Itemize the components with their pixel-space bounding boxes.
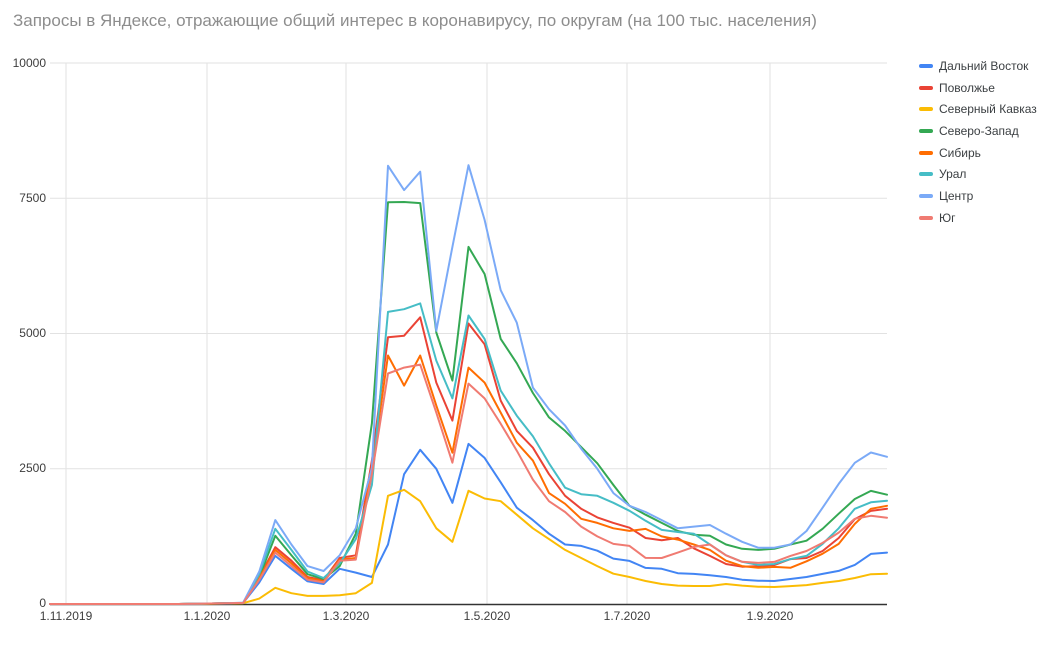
legend-item-povolzhye[interactable]: Поволжье xyxy=(919,80,995,96)
x-axis-tick-1-11-2019: 1.11.2019 xyxy=(39,609,93,623)
x-axis-tick-1-9-2020: 1.9.2020 xyxy=(746,609,794,623)
legend-item-sibir[interactable]: Сибирь xyxy=(919,145,981,161)
legend-swatch-icon xyxy=(919,107,933,111)
legend-item-dalniy-vostok[interactable]: Дальний Восток xyxy=(919,58,1028,74)
x-axis-tick-1-5-2020: 1.5.2020 xyxy=(463,609,511,623)
y-axis-tick-2500: 2500 xyxy=(19,461,46,475)
y-axis-tick-0: 0 xyxy=(39,596,46,610)
legend-swatch-icon xyxy=(919,216,933,220)
y-axis-tick-10000: 10000 xyxy=(12,56,46,70)
series-line-Сибирь xyxy=(49,354,888,605)
legend-swatch-icon xyxy=(919,86,933,90)
legend-label: Урал xyxy=(939,167,967,181)
series-line-Северо-Запад xyxy=(49,201,888,605)
legend-item-ural[interactable]: Урал xyxy=(919,166,966,182)
legend-label: Юг xyxy=(939,211,956,225)
y-axis-tick-5000: 5000 xyxy=(19,326,46,340)
x-axis-tick-1-7-2020: 1.7.2020 xyxy=(603,609,651,623)
series-line-Дальний Восток xyxy=(49,442,888,605)
legend-item-centr[interactable]: Центр xyxy=(919,188,973,204)
x-axis-tick-1-1-2020: 1.1.2020 xyxy=(183,609,231,623)
legend-item-severo-zapad[interactable]: Северо-Запад xyxy=(919,123,1019,139)
legend-label: Дальний Восток xyxy=(939,59,1029,73)
legend-swatch-icon xyxy=(919,194,933,198)
legend-item-yug[interactable]: Юг xyxy=(919,210,956,226)
legend-label: Северный Кавказ xyxy=(939,102,1037,116)
y-axis-tick-7500: 7500 xyxy=(19,191,46,205)
series-line-Юг xyxy=(49,363,888,605)
legend-label: Северо-Запад xyxy=(939,124,1019,138)
legend-swatch-icon xyxy=(919,129,933,133)
legend-label: Поволжье xyxy=(939,81,995,95)
legend-label: Центр xyxy=(939,189,974,203)
legend-swatch-icon xyxy=(919,64,933,68)
legend-label: Сибирь xyxy=(939,146,981,160)
series-line-Поволжье xyxy=(49,316,888,605)
series-line-Урал xyxy=(49,302,888,605)
chart-title: Запросы в Яндексе, отражающие общий инте… xyxy=(13,11,817,30)
legend-swatch-icon xyxy=(919,151,933,155)
legend-item-severny-kavkaz[interactable]: Северный Кавказ xyxy=(919,101,1037,117)
legend-swatch-icon xyxy=(919,172,933,176)
x-axis-tick-1-3-2020: 1.3.2020 xyxy=(322,609,370,623)
